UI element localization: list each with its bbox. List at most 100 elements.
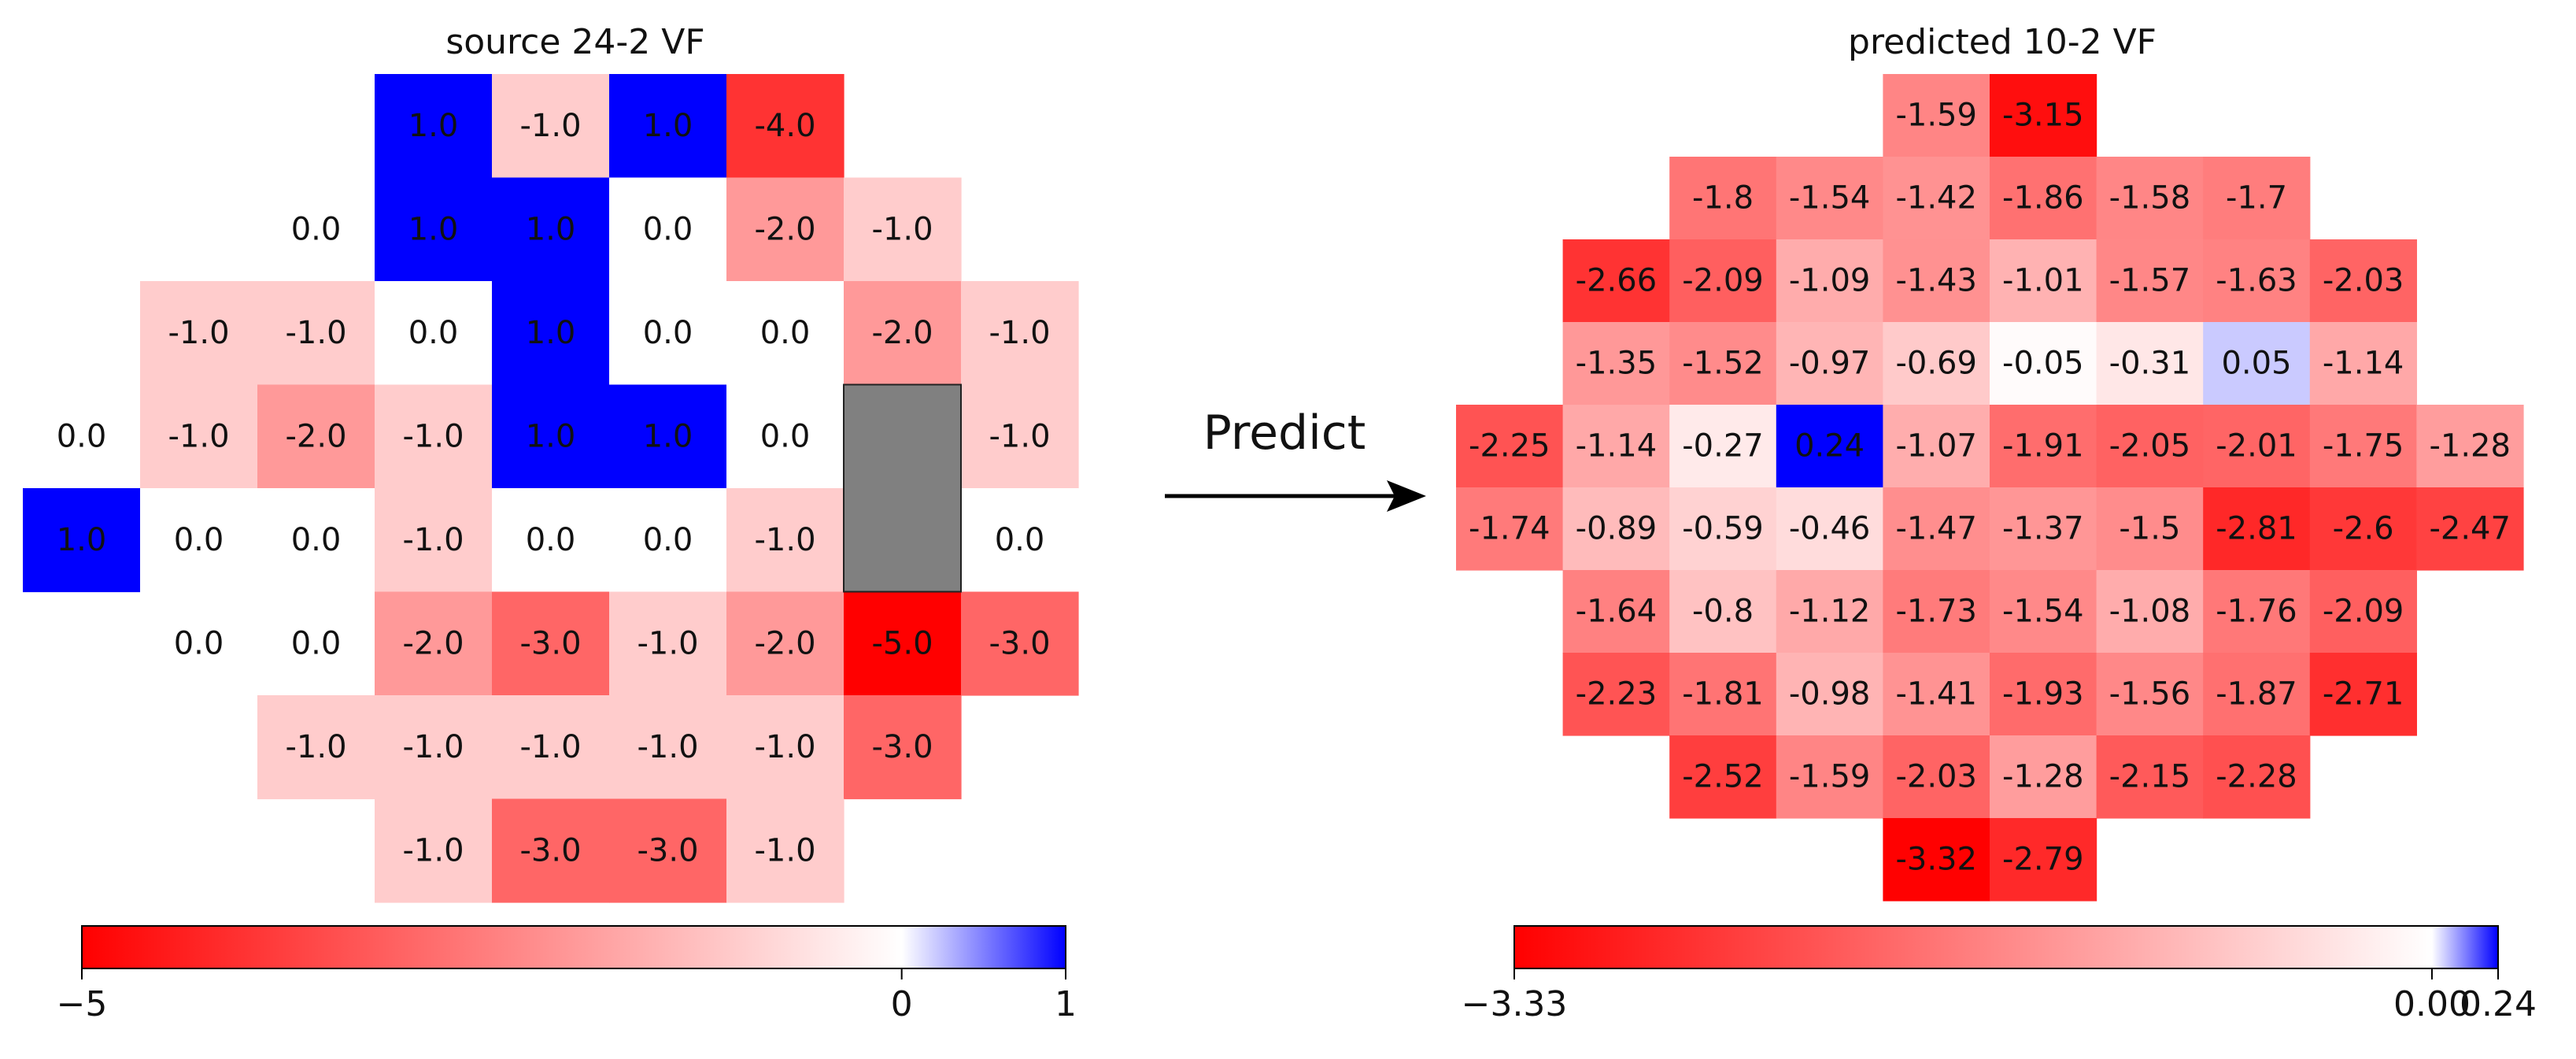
heatmap-cell bbox=[492, 281, 610, 386]
heatmap-cell bbox=[844, 695, 962, 800]
heatmap-cell bbox=[2096, 487, 2204, 571]
heatmap-cell bbox=[257, 488, 375, 593]
cell-value-label: -0.05 bbox=[2002, 346, 2084, 382]
heatmap-cell bbox=[1990, 653, 2097, 736]
heatmap-cell bbox=[492, 384, 610, 489]
heatmap-cell bbox=[1776, 487, 1883, 571]
cell-value-label: 0.0 bbox=[291, 625, 342, 661]
heatmap-cell bbox=[1776, 570, 1883, 654]
heatmap-cell bbox=[726, 798, 844, 903]
heatmap-cell bbox=[726, 384, 844, 489]
cell-value-label: 0.0 bbox=[643, 522, 693, 558]
heatmap-cell bbox=[2203, 735, 2311, 819]
cell-value-label: -1.0 bbox=[519, 108, 581, 144]
cell-value-label: -2.09 bbox=[1682, 263, 1764, 299]
heatmap-cell bbox=[257, 591, 375, 696]
heatmap-cell bbox=[1776, 653, 1883, 736]
cell-value-label: 0.0 bbox=[291, 522, 342, 558]
cell-value-label: -0.97 bbox=[1789, 346, 1871, 382]
heatmap-cell bbox=[609, 384, 727, 489]
heatmap-cell bbox=[1776, 157, 1883, 240]
cell-value-label: -4.0 bbox=[754, 108, 815, 144]
cell-value-label: -1.75 bbox=[2323, 428, 2404, 465]
heatmap-cell bbox=[961, 281, 1079, 386]
heatmap-cell bbox=[2309, 653, 2417, 736]
cell-value-label: -1.14 bbox=[1576, 428, 1658, 465]
colorbar-tick-label: 1 bbox=[1055, 984, 1077, 1024]
heatmap-cell bbox=[726, 74, 844, 179]
heatmap-cell bbox=[844, 177, 962, 282]
heatmap-cell bbox=[609, 591, 727, 696]
heatmap-cell bbox=[1990, 735, 2097, 819]
cell-value-label: -1.47 bbox=[1895, 511, 1977, 547]
heatmap-cell bbox=[492, 74, 610, 179]
cell-value-label: 0.0 bbox=[57, 418, 107, 454]
cell-value-label: 0.0 bbox=[995, 522, 1045, 558]
cell-value-label: -1.28 bbox=[2429, 428, 2511, 465]
cell-value-label: -1.74 bbox=[1469, 511, 1550, 547]
heatmap-cell bbox=[257, 384, 375, 489]
cell-value-label: -2.25 bbox=[1469, 428, 1550, 465]
heatmap-cells: -1.59 -3.15 -1.8 -1.54 -1.42 -1.86 -1.58 -1.7 -2… bbox=[1456, 74, 2524, 902]
heatmap-cell bbox=[2416, 405, 2524, 488]
cell-value-label: -1.43 bbox=[1895, 263, 1977, 299]
cell-value-label: 0.05 bbox=[2221, 346, 2291, 382]
cell-value-label: -1.81 bbox=[1682, 676, 1764, 713]
cell-value-label: -2.03 bbox=[1895, 759, 1977, 795]
cell-value-label: 0.0 bbox=[174, 522, 224, 558]
heatmap-cell bbox=[609, 177, 727, 282]
cell-value-label: -1.91 bbox=[2002, 428, 2084, 465]
heatmap-cell bbox=[2096, 405, 2204, 488]
cell-value-label: 1.0 bbox=[408, 211, 459, 247]
cell-value-label: -1.0 bbox=[285, 729, 346, 765]
cell-value-label: -1.0 bbox=[285, 315, 346, 351]
cell-value-label: -1.0 bbox=[754, 522, 815, 558]
cell-value-label: 1.0 bbox=[408, 108, 459, 144]
cell-value-label: -1.54 bbox=[2002, 594, 2084, 630]
heatmap-cell bbox=[2203, 653, 2311, 736]
cell-value-label: -0.98 bbox=[1789, 676, 1871, 713]
chart-title: predicted 10-2 VF bbox=[1848, 22, 2157, 62]
heatmap-cell bbox=[1669, 322, 1777, 405]
heatmap-cell bbox=[375, 384, 493, 489]
cell-value-label: -1.0 bbox=[402, 522, 464, 558]
cell-value-label: -2.0 bbox=[285, 418, 346, 454]
cell-value-label: -1.0 bbox=[402, 729, 464, 765]
cell-value-label: -1.0 bbox=[754, 729, 815, 765]
cell-value-label: -1.01 bbox=[2002, 263, 2084, 299]
cell-value-label: -1.76 bbox=[2216, 594, 2297, 630]
heatmap-cell bbox=[375, 74, 493, 179]
cell-value-label: 0.24 bbox=[1794, 428, 1865, 465]
colorbar-tick-label: 0 bbox=[891, 984, 913, 1024]
heatmap-cell bbox=[2096, 322, 2204, 405]
source-24-2-vf-chart: source 24-2 VF 1.0 -1.0 1.0 -4.0 0.0 1.0 1.0 0.… bbox=[23, 22, 1079, 1024]
heatmap-cell bbox=[1883, 653, 1990, 736]
cell-value-label: -1.14 bbox=[2323, 346, 2404, 382]
heatmap-cell bbox=[1990, 487, 2097, 571]
blind-spot-cell bbox=[844, 384, 962, 489]
cell-value-label: -2.01 bbox=[2216, 428, 2297, 465]
cell-value-label: -0.8 bbox=[1692, 594, 1754, 630]
heatmap-cell bbox=[375, 488, 493, 593]
cell-value-label: 0.0 bbox=[643, 211, 693, 247]
predicted-10-2-vf-chart: predicted 10-2 VF -1.59 -3.15-1.8 -1.54 -1.… bbox=[1456, 22, 2537, 1024]
cell-value-label: 1.0 bbox=[643, 418, 693, 454]
cell-value-label: -1.64 bbox=[1576, 594, 1658, 630]
heatmap-cell bbox=[1669, 570, 1777, 654]
heatmap-cell bbox=[1562, 322, 1670, 405]
heatmap-cell bbox=[726, 695, 844, 800]
heatmap-cell bbox=[961, 488, 1079, 593]
cell-value-label: -2.0 bbox=[402, 625, 464, 661]
cell-value-label: -1.0 bbox=[402, 832, 464, 868]
heatmap-cell bbox=[1776, 405, 1883, 488]
cell-value-label: -1.35 bbox=[1576, 346, 1658, 382]
cell-value-label: -0.89 bbox=[1576, 511, 1658, 547]
heatmap-cell bbox=[2096, 157, 2204, 240]
cell-value-label: -1.0 bbox=[637, 729, 698, 765]
cell-value-label: -2.79 bbox=[2002, 842, 2084, 878]
cell-value-label: -1.63 bbox=[2216, 263, 2297, 299]
cell-value-label: -1.73 bbox=[1895, 594, 1977, 630]
cell-value-label: -1.12 bbox=[1789, 594, 1871, 630]
colorbar-tick-label: 0.24 bbox=[2460, 984, 2537, 1024]
